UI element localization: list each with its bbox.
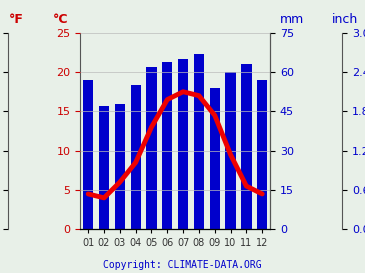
Bar xyxy=(99,106,109,229)
Bar xyxy=(178,59,188,229)
Bar xyxy=(257,80,267,229)
Text: °F: °F xyxy=(9,13,24,26)
Bar xyxy=(162,62,172,229)
Bar xyxy=(210,88,220,229)
Bar xyxy=(194,54,204,229)
Text: Copyright: CLIMATE-DATA.ORG: Copyright: CLIMATE-DATA.ORG xyxy=(103,260,262,270)
Text: mm: mm xyxy=(280,13,304,26)
Bar xyxy=(241,64,251,229)
Bar xyxy=(115,103,125,229)
Bar xyxy=(83,80,93,229)
Text: inch: inch xyxy=(332,13,358,26)
Text: °C: °C xyxy=(53,13,68,26)
Bar xyxy=(131,85,141,229)
Bar xyxy=(146,67,157,229)
Bar xyxy=(226,72,236,229)
